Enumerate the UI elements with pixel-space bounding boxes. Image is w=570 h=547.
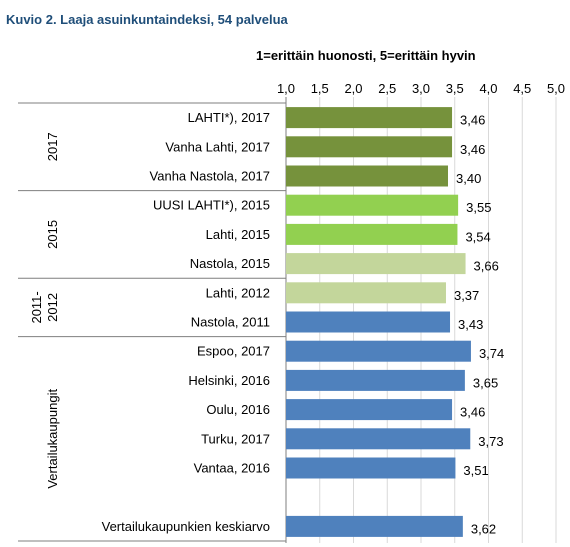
bar xyxy=(286,457,456,479)
value-label: 3,43 xyxy=(458,317,483,332)
value-label: 3,40 xyxy=(456,171,481,186)
category-label: Vanha Lahti, 2017 xyxy=(165,139,270,154)
category-label: LAHTI*), 2017 xyxy=(188,110,270,125)
x-tick-label: 1,5 xyxy=(311,81,329,96)
group-label: 2015 xyxy=(45,220,60,249)
bar xyxy=(286,340,471,362)
bar xyxy=(286,428,471,450)
value-label: 3,51 xyxy=(463,463,488,478)
value-label: 3,65 xyxy=(473,375,498,390)
bar-layer xyxy=(286,107,471,537)
category-label: UUSI LAHTI*), 2015 xyxy=(153,198,270,213)
group-label: 2011-2012 xyxy=(29,291,60,323)
bar xyxy=(286,253,466,275)
bar xyxy=(286,311,451,333)
chart-title: Kuvio 2. Laaja asuinkuntaindeksi, 54 pal… xyxy=(6,12,288,27)
bar xyxy=(286,223,458,245)
chart-scale-note: 1=erittäin huonosti, 5=erittäin hyvin xyxy=(256,48,476,63)
x-tick-label: 2,5 xyxy=(378,81,396,96)
x-tick-label: 3,5 xyxy=(446,81,464,96)
bar xyxy=(286,107,453,129)
x-tick-label: 2,0 xyxy=(344,81,362,96)
bar xyxy=(286,399,453,421)
category-label: Vantaa, 2016 xyxy=(194,461,270,476)
value-label: 3,37 xyxy=(454,288,479,303)
category-label: Vanha Nastola, 2017 xyxy=(150,169,270,184)
x-tick-label: 1,0 xyxy=(277,81,295,96)
category-label: Lahti, 2015 xyxy=(206,227,270,242)
bar xyxy=(286,165,448,187)
category-label: Helsinki, 2016 xyxy=(188,373,270,388)
bar xyxy=(286,136,453,158)
value-label: 3,46 xyxy=(460,142,485,157)
value-label: 3,62 xyxy=(471,521,496,536)
category-label: Turku, 2017 xyxy=(201,431,270,446)
x-tick-label: 4,5 xyxy=(513,81,531,96)
category-label: Lahti, 2012 xyxy=(206,285,270,300)
group-label: Vertailukaupungit xyxy=(45,389,60,489)
value-label: 3,46 xyxy=(460,113,485,128)
x-tick-label: 4,0 xyxy=(479,81,497,96)
value-label: 3,74 xyxy=(479,346,504,361)
category-label: Oulu, 2016 xyxy=(206,402,270,417)
value-label: 3,46 xyxy=(460,405,485,420)
value-label: 3,55 xyxy=(466,200,491,215)
label-layer: 1,0 1,5 2,0 2,5 3,0 3,5 4,0 4,5 5,0 LAHTI*), 2017… xyxy=(29,81,565,536)
value-label: 3,73 xyxy=(478,434,503,449)
bar xyxy=(286,515,463,537)
category-label: Nastola, 2015 xyxy=(190,256,270,271)
bar xyxy=(286,369,465,391)
group-label: 2017 xyxy=(45,132,60,161)
category-label: Vertailukaupunkien keskiarvo xyxy=(102,519,270,534)
bar xyxy=(286,194,459,216)
x-tick-label: 5,0 xyxy=(547,81,565,96)
category-label: Nastola, 2011 xyxy=(191,315,270,330)
x-tick-label: 3,0 xyxy=(412,81,430,96)
bar xyxy=(286,282,446,304)
value-label: 3,54 xyxy=(465,229,490,244)
category-label: Espoo, 2017 xyxy=(197,344,270,359)
separator-layer xyxy=(18,102,286,542)
value-label: 3,66 xyxy=(474,259,499,274)
